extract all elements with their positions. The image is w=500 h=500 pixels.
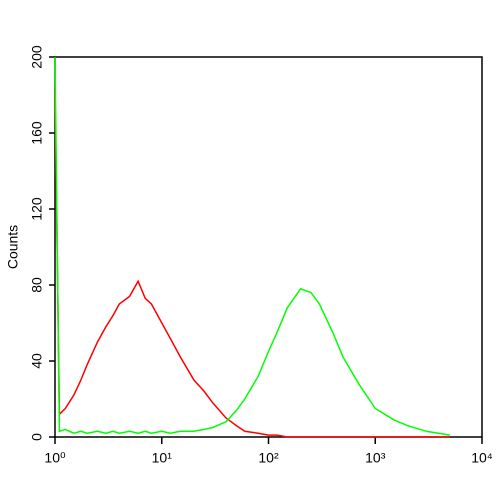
plot-frame <box>54 56 483 438</box>
x-tick-label: 10¹ <box>152 450 173 466</box>
x-tick-label: 10⁴ <box>471 450 493 466</box>
x-tick-label: 10³ <box>365 450 386 466</box>
series-line <box>54 89 450 438</box>
y-tick-label: 40 <box>29 353 45 369</box>
x-tick-label: 10⁰ <box>44 450 66 466</box>
y-tick-label: 200 <box>29 45 45 69</box>
series-line <box>54 56 451 436</box>
y-tick-label: 160 <box>29 121 45 145</box>
y-axis-label: Counts <box>5 225 21 269</box>
y-tick-label: 80 <box>29 277 45 293</box>
y-tick-label: 0 <box>29 433 45 441</box>
x-tick-label: 10² <box>258 450 279 466</box>
y-tick-label: 120 <box>29 197 45 221</box>
